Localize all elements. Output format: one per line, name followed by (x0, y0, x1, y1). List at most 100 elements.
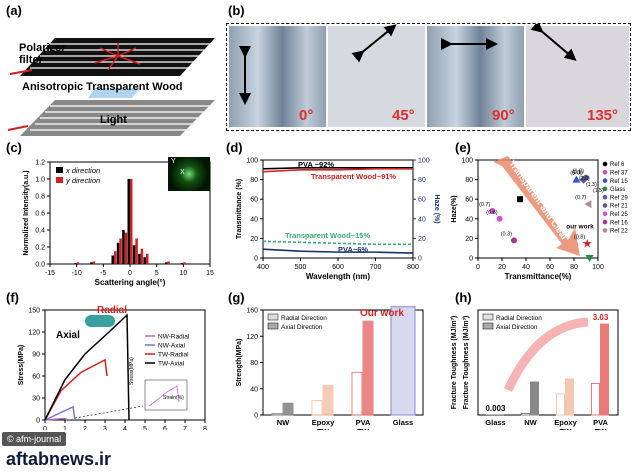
bar-PVA-TW (351, 371, 363, 416)
series-label: Transparent Wood~15% (285, 231, 370, 240)
point-note: (5.0) (570, 171, 581, 177)
x-axis-label: Wavelength (nm) (306, 272, 370, 281)
point-Ref-25 (496, 215, 503, 222)
legend-marker (602, 228, 608, 233)
bar-Epoxy-TW (565, 378, 574, 416)
our-work-label: our work (566, 224, 594, 231)
x-tick-label: 60 (546, 264, 554, 271)
legend-swatch (267, 322, 279, 330)
bar-x-direction (127, 179, 130, 264)
category-label: PVA (593, 418, 608, 427)
y-axis-label: Normalized Intensity(a.u.) (23, 170, 30, 255)
plot-frame (477, 309, 619, 416)
y-tick-label: 90 (32, 352, 40, 359)
point-Ref-6 (517, 196, 523, 203)
x-tick-label: 4 (123, 426, 127, 433)
x-tick-label: 500 (295, 264, 307, 271)
legend-label: NW-Axial (158, 343, 186, 350)
bar-NW (521, 413, 530, 416)
legend-label: x direction (65, 166, 100, 175)
legend-marker (602, 194, 608, 200)
bar-PVA-TW (362, 320, 374, 416)
angle-label-0: 0° (299, 107, 314, 124)
bar-Glass (486, 414, 495, 416)
y-axis-label: Strength(MPa) (236, 339, 243, 387)
point-note: (1.0) (573, 169, 584, 175)
y2-tick-label: 20 (418, 236, 426, 243)
bar-x-direction (74, 263, 77, 264)
chart-e: 0 20 40 60 80 100 0 20 40 60 80 100 Transmittance(%)… (451, 156, 628, 281)
x-tick-label: 10 (179, 270, 187, 277)
point-note: (0.6) (486, 210, 497, 216)
extra-note: (1.3) (586, 182, 597, 188)
panel-c-label: (c) (6, 140, 22, 155)
y-axis-label: Transmittance (%) (236, 179, 243, 239)
y-tick-label: 0.4 (35, 228, 45, 235)
y-tick-label: 80 (250, 177, 258, 184)
series-label: Transparent Wood~91% (311, 172, 396, 181)
panel-g-label: (g) (228, 290, 245, 305)
bar-y-direction (114, 251, 117, 264)
legend-label: y direction (65, 176, 100, 185)
chart-h: Fracture Toughness (MJ/m³)GlassNWEpoxyTW… (451, 309, 619, 436)
plot-frame (477, 159, 599, 259)
legend-label: TW-Axial (158, 361, 185, 368)
category-label: Epoxy (312, 418, 335, 427)
legend-label: Ref 37 (610, 171, 628, 177)
x-tick-label: 6 (163, 426, 167, 433)
wood-label: Anisotropic Transparent Wood (22, 81, 183, 93)
stress-curve-NW-Axial (44, 405, 76, 421)
bar-x-direction (122, 230, 125, 264)
bar-Epoxy-TW (556, 393, 565, 416)
chart-f-inset-xlabel: Strain(%) (163, 395, 184, 401)
legend-label: Ref 25 (610, 212, 628, 218)
x-tick-label: 2 (83, 426, 87, 433)
y-axis-label: Haze(%) (451, 195, 458, 222)
bar-x-direction (138, 253, 141, 264)
bar-NW (271, 413, 283, 416)
chart-f: 0 1 2 3 4 5 6 7 8 0 30 60 90 120 150 Strain(%) Stress(MP… (18, 308, 207, 441)
y-tick-label: 160 (246, 308, 258, 315)
legend-label: Ref 21 (610, 204, 628, 210)
bar-glass (390, 306, 416, 416)
scattering-arrows-icon (94, 43, 141, 71)
bar-x-direction (180, 263, 184, 264)
y-tick-label: 20 (465, 236, 473, 243)
bar-Epoxy-TW (311, 400, 323, 416)
y-axis-label: Stress(MPa) (18, 345, 25, 385)
y-tick-label: 40 (465, 216, 473, 223)
legend-swatch (482, 313, 494, 321)
panel-d-label: (d) (226, 140, 243, 155)
x-tick-label: 80 (570, 264, 578, 271)
legend-marker (602, 203, 608, 208)
category-label: PVA (356, 418, 371, 427)
chart-c-inset-photo: Y X (168, 157, 210, 191)
x-tick-label: -10 (72, 270, 82, 277)
x-tick-label: 600 (332, 264, 344, 271)
x-tick-label: 0 (476, 264, 480, 271)
bar-y-direction (124, 232, 128, 264)
inset-frame (144, 379, 188, 411)
bar-y-direction (130, 179, 133, 264)
x-tick-label: 400 (257, 264, 269, 271)
bar-Glass (495, 414, 504, 416)
transparent-wood-block-icon (88, 88, 140, 98)
x-tick-label: 3 (103, 426, 107, 433)
y-tick-label: 150 (28, 308, 40, 315)
legend-label: Ref 6 (610, 162, 625, 168)
legend-swatch (56, 167, 63, 173)
legend-label: Axial Direction (281, 324, 323, 331)
bar-x-direction (164, 262, 168, 264)
legend-label: Ref 16 (610, 220, 628, 226)
series-line (262, 248, 414, 254)
bar-x-direction (90, 262, 93, 264)
y-tick-label: 0 (254, 413, 258, 420)
y-tick-label: 60 (250, 197, 258, 204)
bar-NW (282, 402, 294, 416)
point-Ref-22 (584, 200, 592, 209)
legend-marker (602, 161, 608, 167)
inset-connector (74, 405, 144, 419)
y-tick-label: 80 (465, 177, 473, 184)
legend-label: TW-Radial (158, 352, 189, 359)
legend-label: Ref 15 (610, 179, 628, 185)
